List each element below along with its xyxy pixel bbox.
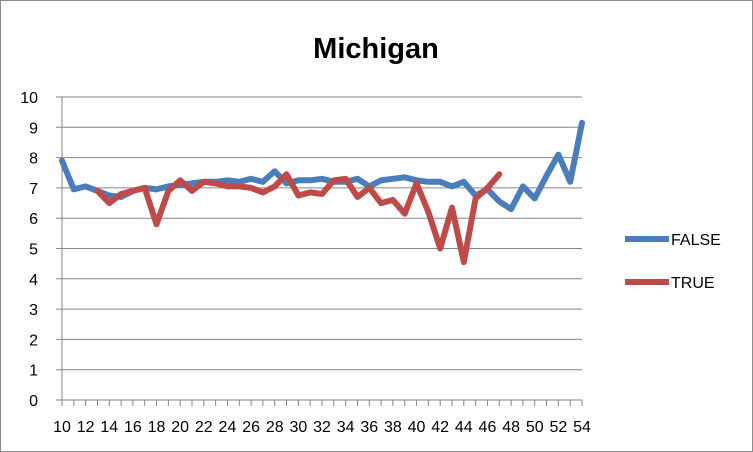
x-tick-label: 32	[313, 419, 331, 436]
gridlines	[56, 96, 583, 406]
y-tick-label: 5	[29, 242, 38, 259]
x-tick-label: 24	[219, 419, 237, 436]
x-tick-label: 48	[502, 419, 520, 436]
x-tick-label: 50	[526, 419, 544, 436]
x-tick-label: 22	[195, 419, 213, 436]
x-tick-label: 10	[53, 419, 71, 436]
legend: FALSE TRUE	[625, 232, 721, 292]
series-line-false	[59, 119, 585, 213]
series-line-true	[94, 171, 503, 266]
x-tick-label: 34	[337, 419, 355, 436]
y-tick-label: 9	[29, 120, 38, 137]
legend-label-true: TRUE	[671, 275, 715, 292]
x-tick-label: 20	[171, 419, 189, 436]
x-tick-label: 26	[242, 419, 260, 436]
x-tick-label: 52	[549, 419, 567, 436]
x-tick-label: 54	[573, 419, 591, 436]
chart-title: Michigan	[313, 33, 439, 65]
x-tick-label: 38	[384, 419, 402, 436]
x-tick-label: 44	[455, 419, 473, 436]
x-tick-label: 42	[431, 419, 449, 436]
y-tick-label: 3	[29, 302, 38, 319]
x-tick-label: 12	[77, 419, 95, 436]
x-tick-label: 36	[360, 419, 378, 436]
y-tick-label: 0	[29, 393, 38, 410]
x-tick-label: 14	[100, 419, 118, 436]
x-tick-label: 28	[266, 419, 284, 436]
legend-label-false: FALSE	[671, 232, 721, 249]
y-tick-label: 7	[29, 181, 38, 198]
x-tick-label: 16	[124, 419, 142, 436]
y-tick-label: 2	[29, 332, 38, 349]
y-axis-tick-labels: 0 1 2 3 4 5 6 7 8 9 10	[20, 90, 38, 410]
y-tick-label: 1	[29, 363, 38, 380]
x-tick-label: 40	[408, 419, 426, 436]
y-tick-label: 6	[29, 211, 38, 228]
x-axis-tick-labels: 10 12 14 16 18 20 22 24 26 28 30 32 34 36 38 40 42 44 46 48…	[53, 419, 591, 436]
y-tick-label: 4	[29, 272, 38, 289]
series-lines	[59, 119, 585, 266]
x-tick-label: 30	[289, 419, 307, 436]
x-tick-label: 18	[148, 419, 166, 436]
x-tick-label: 46	[479, 419, 497, 436]
y-tick-label: 8	[29, 151, 38, 168]
y-tick-label: 10	[20, 90, 38, 107]
